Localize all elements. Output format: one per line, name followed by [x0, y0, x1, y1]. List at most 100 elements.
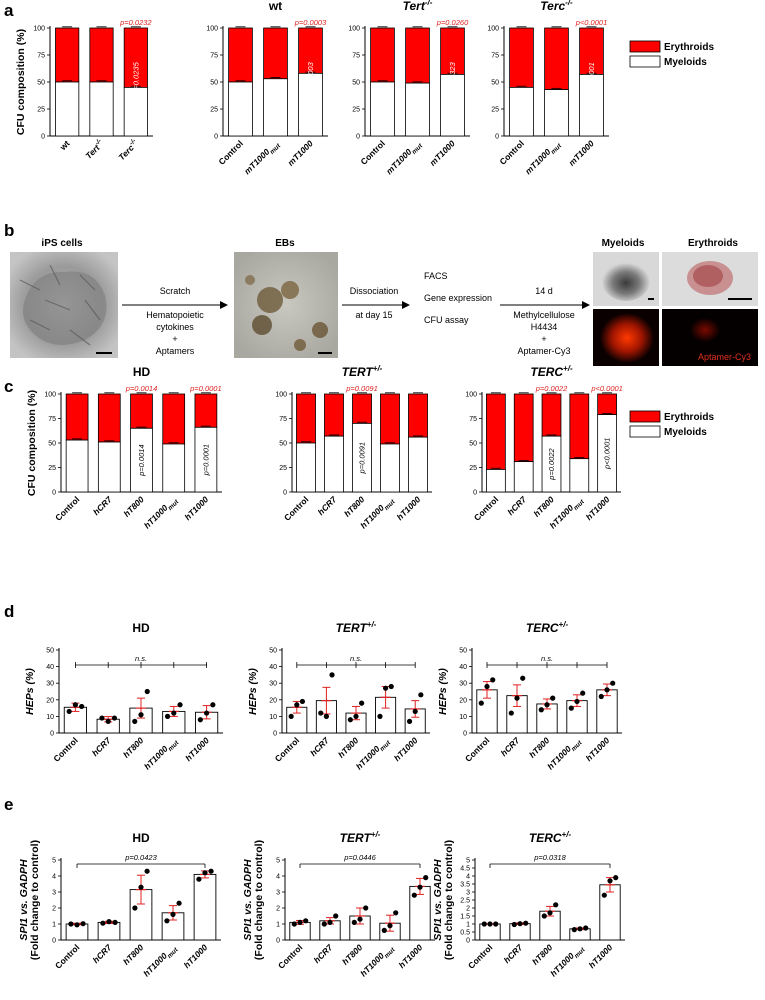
chart-e1: HD 0 1 2 3 4 5 SPI1 vs. GADPH (Fold change to co… — [18, 831, 221, 979]
y-tick-label: 40 — [269, 664, 277, 671]
y-tick-label: 2 — [276, 906, 280, 913]
data-point — [377, 713, 383, 720]
category-base: hT1000 — [142, 503, 170, 531]
chart-title-sup: -/- — [565, 0, 573, 7]
x-category-label: hT800 — [121, 735, 146, 760]
chart-c1: HD 0 25 50 75 100 CFU composition (%) p=0.0014 p… — [26, 365, 222, 533]
y-tick-label: 0 — [214, 134, 218, 141]
x-category-label: mT1000 — [285, 138, 315, 168]
y-tick-label: 40 — [459, 664, 467, 671]
y-tick-label: 10 — [269, 714, 277, 721]
y-tick-label: 50 — [469, 441, 477, 448]
data-point — [299, 698, 306, 705]
category-base: Control — [53, 942, 81, 970]
category-base: Control — [282, 494, 310, 522]
legend-a-myeloid-swatch — [629, 55, 661, 68]
bar-erythroid — [228, 27, 253, 83]
x-category-label: mT1000 — [566, 138, 596, 168]
y-tick-label: 100 — [44, 392, 56, 399]
category-base: hT1000 — [142, 744, 170, 772]
category-base: hT1000 — [397, 942, 425, 970]
data-point — [294, 702, 300, 708]
category-sub: mut — [379, 739, 393, 753]
y-tick-label: 0 — [276, 938, 280, 945]
bar-erythroid — [352, 393, 372, 424]
chart-title-sup: +/- — [373, 364, 383, 373]
x-category-label: hCR7 — [308, 734, 332, 758]
category-base: hT1000 — [183, 494, 211, 522]
top-pvalue: p=0.0022 — [535, 384, 568, 393]
data-point — [544, 702, 550, 708]
x-category-label: Control — [282, 494, 310, 522]
y-tick-label: 100 — [206, 26, 218, 33]
data-point — [210, 702, 216, 708]
category-base: hT1000 — [395, 494, 423, 522]
category-base: hCR7 — [91, 941, 115, 965]
bar-erythroid — [97, 393, 121, 443]
y-tick-label: 1 — [52, 922, 56, 929]
data-point — [327, 919, 333, 926]
data-point — [100, 920, 106, 926]
bar-erythroid — [130, 393, 153, 429]
bar-erythroid — [263, 27, 288, 80]
y-tick-label: 100 — [487, 26, 499, 33]
data-point — [357, 916, 363, 922]
category-base: hT1000 — [584, 735, 612, 763]
bar-myeloid — [228, 81, 253, 137]
arrow-1 — [122, 301, 228, 309]
arrow-2-line-1: Dissociation — [350, 286, 399, 296]
stat-bracket-label: n.s. — [350, 654, 362, 663]
x-category-label: Control — [276, 942, 304, 970]
bar-myeloid — [370, 81, 395, 137]
category-base: hT800 — [336, 735, 361, 760]
arrow-3-line-4: + — [541, 334, 546, 344]
bar-erythroid — [486, 393, 506, 470]
x-category-label: hT1000mut — [142, 494, 181, 533]
y-tick-label: 1.5 — [460, 914, 470, 921]
y-tick-label: 3 — [52, 890, 56, 897]
bar-myeloid — [352, 422, 372, 493]
data-point — [547, 910, 553, 916]
y-tick-label: 100 — [275, 392, 287, 399]
data-point — [574, 698, 580, 705]
bar-myeloid — [130, 427, 153, 493]
chart-title-text: HD — [132, 621, 150, 635]
ebs-label: EBs — [275, 238, 295, 249]
y-axis-label: HEPs (%) — [24, 668, 36, 715]
category-sub: mut — [383, 498, 397, 512]
bar-erythroid — [65, 393, 89, 441]
data-point — [610, 680, 616, 686]
x-category-label: hT800 — [336, 735, 361, 760]
bar-myeloid — [569, 458, 590, 493]
myeloid-cy3-image — [593, 309, 659, 366]
bar-myeloid — [263, 78, 288, 137]
stat-bracket-label: n.s. — [541, 654, 553, 663]
x-category-label: Control — [53, 494, 81, 522]
erythroid-cy3-image — [662, 309, 758, 366]
x-category-label: mT1000mut — [384, 138, 425, 179]
data-point — [144, 868, 150, 874]
chart-title: TERC+/- — [526, 620, 569, 635]
data-point — [323, 713, 329, 720]
arrow-2 — [342, 301, 410, 309]
data-point — [138, 884, 144, 890]
legend-a: Erythroids Myeloids — [629, 40, 714, 68]
x-category-label: Tert-/- — [83, 138, 106, 161]
x-category-label: Control — [53, 942, 81, 970]
y-tick-label: 4 — [276, 874, 280, 881]
data-point — [105, 718, 111, 724]
y-tick-label: 0 — [273, 731, 277, 738]
bar-myeloid — [579, 74, 604, 137]
arrow-1-line-4: + — [172, 334, 177, 344]
y-tick-label: 0 — [52, 490, 56, 497]
panel-letter-e: e — [4, 795, 13, 814]
aptamer-cy3-label: Aptamer-Cy3 — [698, 352, 751, 362]
data-point — [363, 905, 369, 911]
y-axis-label-line: (Fold change to control) — [29, 840, 41, 960]
in-bar-pvalue: p=0.0014 — [137, 444, 146, 477]
y-tick-label: 4.5 — [460, 866, 470, 873]
y-tick-label: 3 — [466, 890, 470, 897]
data-point — [99, 715, 105, 721]
bar-myeloid — [162, 443, 186, 493]
data-point — [538, 707, 544, 713]
